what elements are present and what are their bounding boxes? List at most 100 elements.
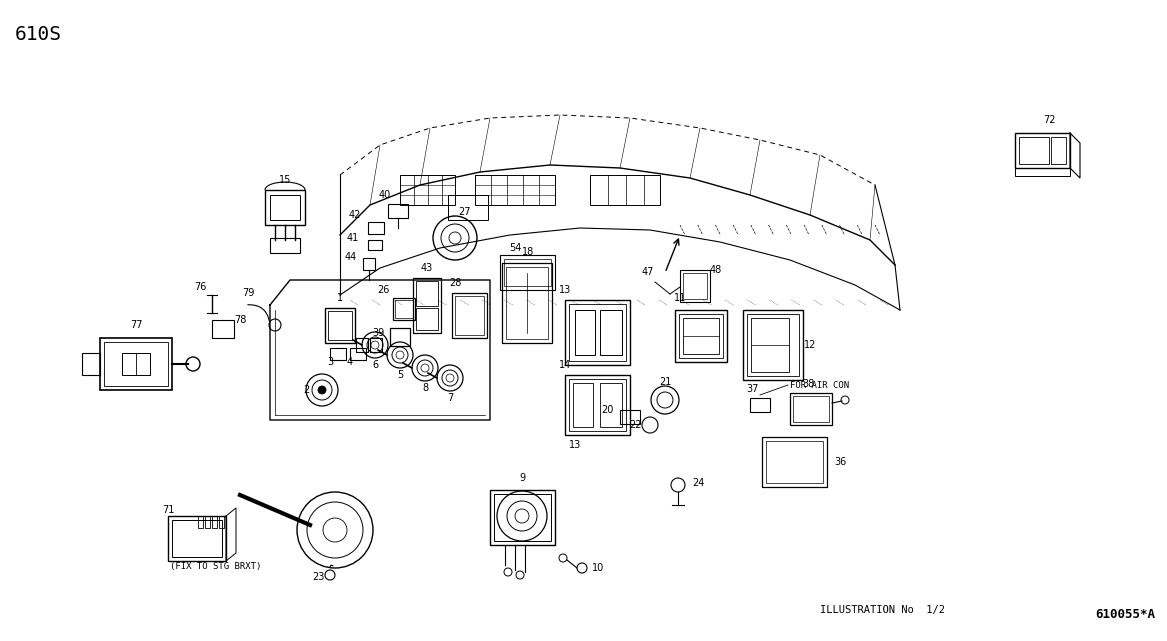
Bar	[565, 300, 630, 365]
Bar	[270, 195, 300, 220]
Bar	[679, 314, 724, 358]
Bar	[356, 338, 368, 352]
Bar	[504, 259, 551, 286]
Bar	[747, 314, 799, 376]
Bar	[212, 320, 235, 338]
Text: 2: 2	[303, 385, 309, 395]
Bar	[475, 175, 555, 205]
Text: 15: 15	[279, 175, 292, 185]
Text: (FIX TO STG BRXT): (FIX TO STG BRXT)	[170, 563, 261, 572]
Bar	[573, 383, 593, 427]
Text: 1: 1	[337, 293, 343, 303]
Bar	[766, 441, 823, 483]
Bar	[212, 516, 217, 528]
Bar	[455, 296, 484, 335]
Text: 48: 48	[710, 265, 722, 275]
Bar	[752, 318, 789, 372]
Text: 9: 9	[519, 473, 525, 483]
Text: 44: 44	[345, 252, 357, 262]
Bar	[270, 238, 300, 253]
Bar	[198, 516, 203, 528]
Bar	[368, 222, 384, 234]
Bar	[363, 258, 375, 270]
Bar	[324, 308, 355, 343]
Text: 21: 21	[659, 377, 671, 387]
Text: 78: 78	[233, 315, 246, 325]
Bar	[502, 263, 552, 343]
Text: 23: 23	[312, 572, 324, 582]
Text: 72: 72	[1043, 115, 1055, 125]
Bar	[675, 310, 727, 362]
Bar	[750, 398, 770, 412]
Bar	[600, 310, 622, 355]
Text: 54: 54	[509, 243, 522, 253]
Bar	[393, 298, 415, 320]
Bar	[499, 255, 555, 290]
Bar	[82, 353, 100, 375]
Bar	[762, 437, 827, 487]
Text: 610S: 610S	[15, 25, 62, 44]
Text: 79: 79	[242, 288, 254, 298]
Bar	[328, 311, 352, 340]
Text: 36: 36	[834, 457, 846, 467]
Bar	[683, 273, 707, 299]
Bar	[743, 310, 803, 380]
Bar	[600, 383, 622, 427]
Text: 40: 40	[379, 190, 391, 200]
Bar	[368, 240, 382, 250]
Text: 4: 4	[347, 357, 354, 367]
Text: ILLUSTRATION No  1/2: ILLUSTRATION No 1/2	[820, 605, 945, 615]
Bar	[1019, 137, 1049, 164]
Bar	[490, 490, 555, 545]
Text: 13: 13	[568, 440, 581, 450]
Bar	[565, 375, 630, 435]
Bar	[569, 379, 626, 431]
Bar	[591, 175, 661, 205]
Text: 11: 11	[673, 293, 686, 303]
Text: 18: 18	[522, 247, 534, 257]
Text: 26: 26	[377, 285, 389, 295]
Text: 39: 39	[372, 328, 384, 338]
Text: 24: 24	[692, 478, 704, 488]
Bar	[387, 204, 408, 218]
Bar	[1015, 133, 1070, 168]
Bar	[172, 520, 222, 557]
Bar	[506, 267, 548, 339]
Text: 14: 14	[559, 360, 571, 370]
Text: 41: 41	[347, 233, 359, 243]
Bar	[413, 278, 441, 333]
Text: 20: 20	[601, 405, 613, 415]
Text: 27: 27	[459, 207, 471, 217]
Bar	[415, 308, 438, 330]
Text: 37: 37	[747, 384, 760, 394]
Bar	[415, 281, 438, 306]
Bar	[400, 175, 455, 205]
Bar	[1051, 137, 1065, 164]
Text: 28: 28	[449, 278, 461, 288]
Bar	[569, 304, 626, 361]
Bar	[123, 353, 151, 375]
Bar	[680, 270, 710, 302]
Bar	[1015, 168, 1070, 176]
Bar	[620, 410, 640, 424]
Bar	[104, 342, 168, 386]
Bar	[494, 494, 551, 541]
Circle shape	[317, 386, 326, 394]
Bar	[205, 516, 210, 528]
Text: 47: 47	[642, 267, 655, 277]
Bar	[100, 338, 172, 390]
Bar	[790, 393, 832, 425]
Bar	[350, 348, 366, 360]
Bar	[265, 190, 305, 225]
Text: 38: 38	[802, 379, 815, 389]
Text: 10: 10	[592, 563, 605, 573]
Bar	[575, 310, 595, 355]
Bar	[448, 195, 488, 220]
Text: FOR AIR CON: FOR AIR CON	[790, 381, 850, 390]
Bar	[683, 318, 719, 354]
Text: 71: 71	[162, 505, 174, 515]
Bar	[330, 348, 345, 360]
Bar	[394, 300, 413, 318]
Text: 76: 76	[194, 282, 207, 292]
Text: 8: 8	[422, 383, 428, 393]
